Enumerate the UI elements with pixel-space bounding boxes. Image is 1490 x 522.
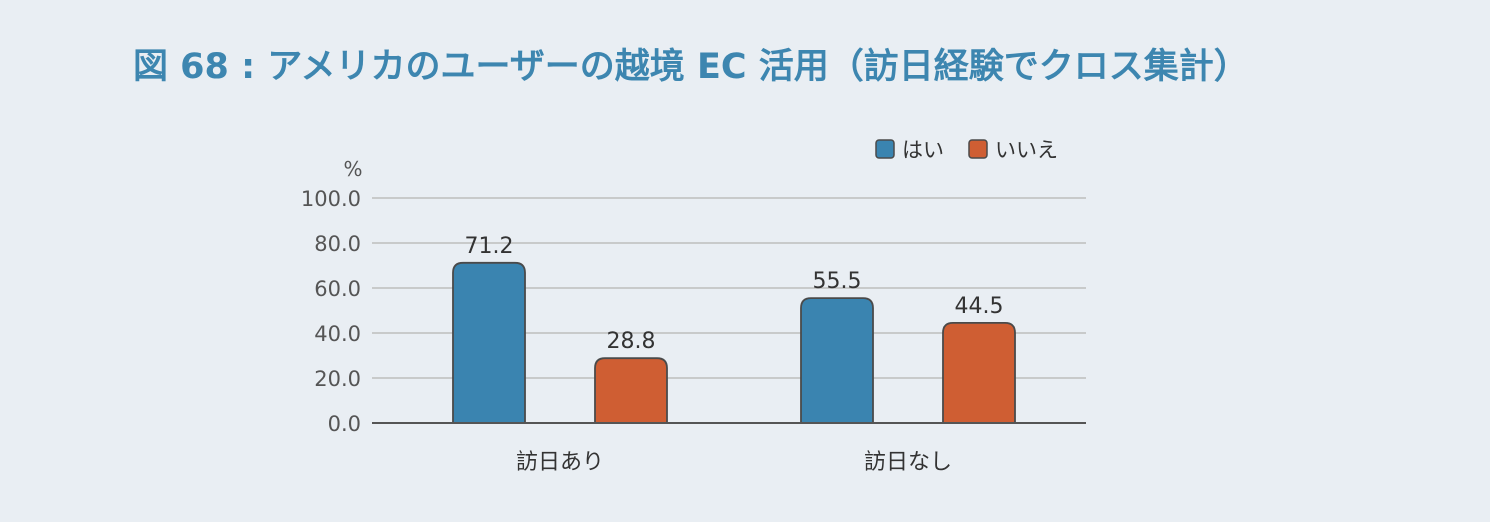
legend-swatch bbox=[968, 139, 988, 159]
bar bbox=[452, 261, 526, 424]
bar bbox=[800, 297, 874, 424]
bar bbox=[594, 357, 668, 424]
legend-swatch bbox=[875, 139, 895, 159]
data-label: 55.5 bbox=[813, 269, 862, 294]
x-tick-label: 訪日あり bbox=[516, 450, 604, 475]
data-label: 44.5 bbox=[955, 294, 1004, 319]
y-tick-label: 100.0 bbox=[301, 187, 361, 211]
y-tick-label: 0.0 bbox=[328, 412, 361, 436]
y-tick-label: 20.0 bbox=[314, 367, 361, 391]
y-tick-label: 80.0 bbox=[314, 232, 361, 256]
chart-title: 図 68 : アメリカのユーザーの越境 EC 活用（訪日経験でクロス集計） bbox=[133, 47, 1249, 87]
x-tick-label: 訪日なし bbox=[864, 450, 952, 475]
legend-label: はい bbox=[902, 138, 944, 162]
bar bbox=[942, 321, 1016, 424]
y-tick-label: 60.0 bbox=[314, 277, 361, 301]
y-axis-label: % bbox=[343, 157, 362, 181]
y-tick-label: 40.0 bbox=[314, 322, 361, 346]
data-label: 71.2 bbox=[465, 234, 514, 259]
legend-label: いいえ bbox=[995, 138, 1058, 162]
data-label: 28.8 bbox=[607, 329, 656, 354]
